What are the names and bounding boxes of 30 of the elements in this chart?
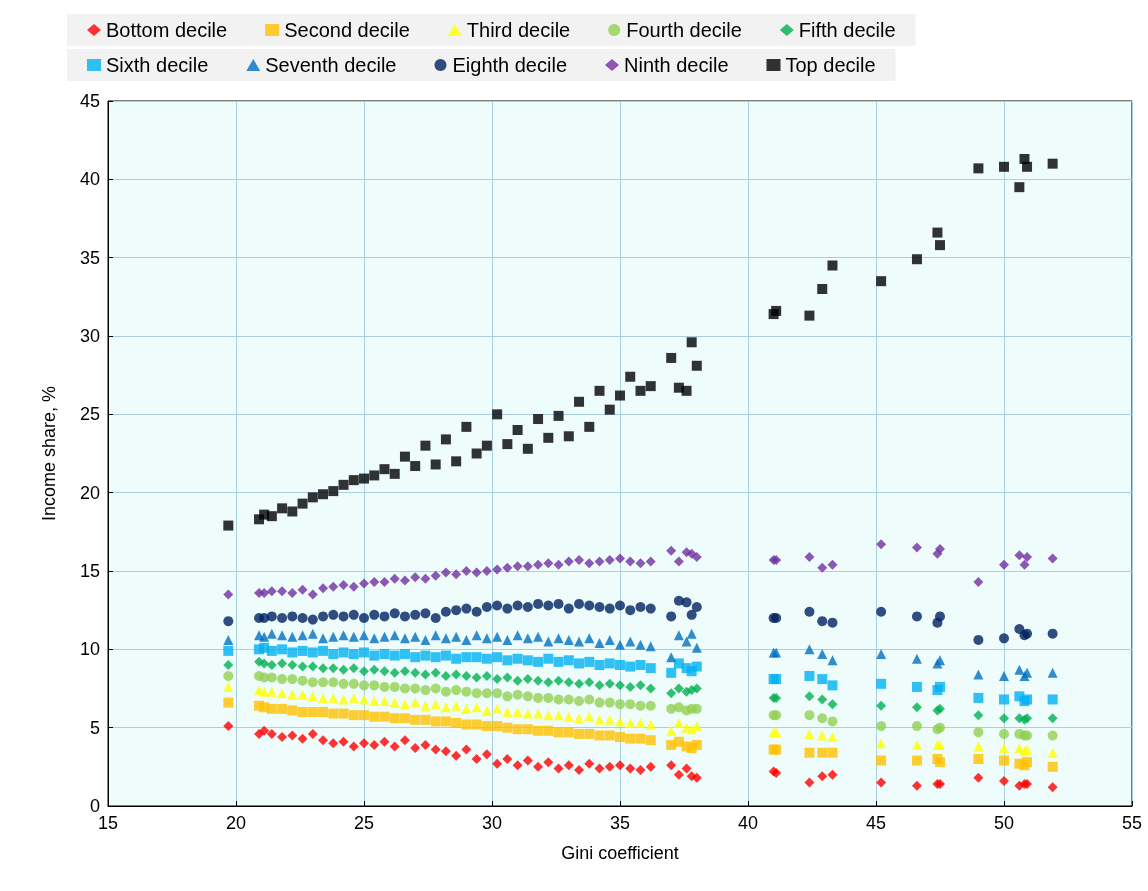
y-axis-title: Income share, %: [39, 385, 59, 522]
y-tick-label: 10: [79, 639, 100, 660]
x-tick-label: 25: [353, 813, 375, 833]
x-tick-label: 30: [481, 813, 503, 833]
x-tick-label: 45: [865, 813, 887, 833]
legend-label: Fourth decile: [626, 19, 742, 41]
y-tick-label: 20: [79, 482, 100, 503]
y-tick-label: 5: [89, 717, 100, 738]
y-tick-label: 0: [89, 796, 100, 816]
legend-label: Ninth decile: [624, 54, 729, 76]
x-tick-label: 55: [1121, 813, 1143, 833]
legend-label: Seventh decile: [265, 54, 397, 76]
x-tick-label: 40: [737, 813, 759, 833]
legend-label: Bottom decile: [106, 19, 228, 41]
x-tick-label: 50: [993, 813, 1015, 833]
y-tick-label: 40: [79, 169, 100, 190]
legend-label: Fifth decile: [798, 19, 896, 41]
legend-label: Sixth decile: [106, 54, 209, 76]
y-tick-label: 25: [79, 404, 100, 425]
legend-label: Top decile: [785, 54, 876, 76]
y-tick-label: 45: [79, 91, 100, 111]
legend-label: Eighth decile: [452, 54, 568, 76]
y-tick-label: 15: [79, 561, 100, 581]
legend-label: Second decile: [284, 19, 410, 41]
x-tick-label: 20: [225, 813, 247, 833]
x-tick-label: 35: [609, 813, 631, 833]
y-tick-label: 35: [79, 247, 100, 268]
x-axis-title: Gini coefficient: [561, 843, 679, 863]
legend-label: Third decile: [466, 19, 571, 41]
y-tick-label: 30: [79, 326, 100, 346]
